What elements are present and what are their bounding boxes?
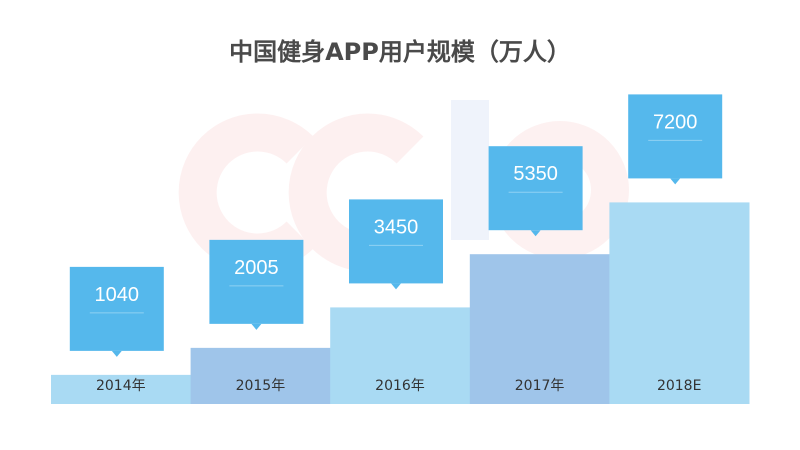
callout-pointer — [670, 178, 681, 185]
bar-3 — [330, 307, 471, 404]
category-label: 2018E — [657, 378, 701, 394]
bars-group — [51, 202, 750, 404]
value-label: 7200 — [653, 111, 698, 133]
value-label: 3450 — [374, 216, 419, 238]
value-callout — [349, 199, 443, 284]
callout-pointer — [111, 350, 122, 357]
value-label: 2005 — [234, 257, 279, 279]
category-label: 2014年 — [96, 378, 146, 394]
bar-1 — [51, 374, 192, 404]
chart-title: 中国健身APP用户规模（万人） — [229, 38, 571, 66]
category-label: 2015年 — [236, 378, 286, 394]
category-label: 2016年 — [375, 378, 425, 394]
value-callout — [488, 146, 583, 231]
category-labels-group: 2014年 2015年 2016年 2017年 2018E — [96, 378, 701, 394]
callout-pointer — [530, 230, 541, 237]
value-callout — [628, 94, 723, 179]
bar-4 — [469, 254, 610, 404]
value-label: 5350 — [513, 163, 558, 185]
value-callout — [209, 239, 304, 324]
bar-2 — [190, 347, 331, 404]
callouts-group: 1040 2005 3450 5350 7200 — [69, 94, 723, 357]
value-label: 1040 — [95, 284, 140, 306]
callout-pointer — [251, 323, 262, 330]
callout-pointer — [391, 283, 401, 290]
category-label: 2017年 — [515, 378, 565, 394]
bar-5 — [609, 202, 750, 404]
value-callout — [69, 266, 164, 351]
